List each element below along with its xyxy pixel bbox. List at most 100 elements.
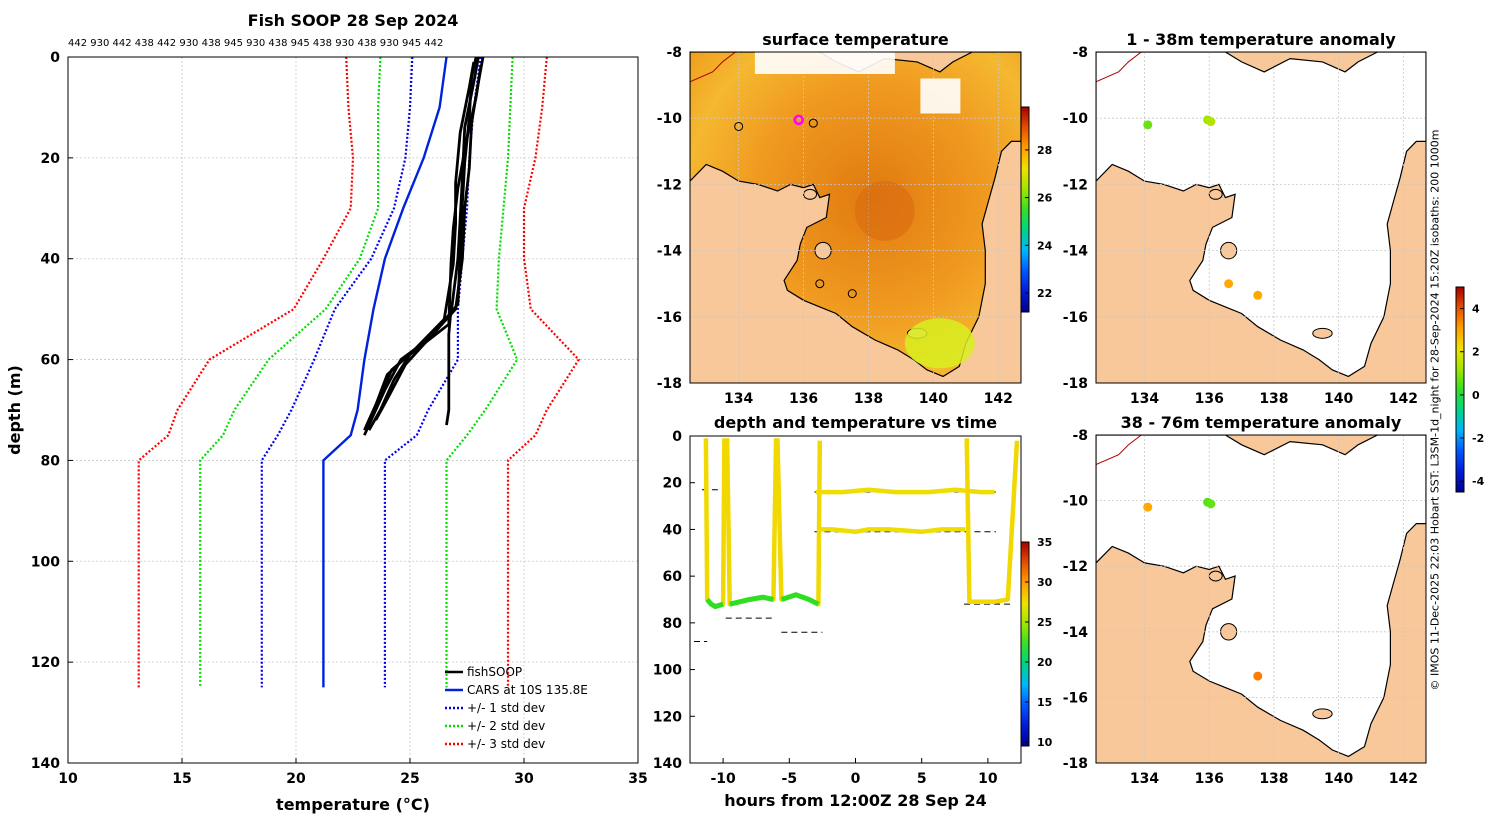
- y-tick-label: -8: [666, 45, 682, 61]
- footer-credit: © IMOS 11-Dec-2025 22:03 Hobart SST: L3S…: [1428, 129, 1442, 691]
- map-content: [690, 52, 1021, 383]
- cloud-mask: [754, 52, 895, 74]
- plot-frame: [67, 56, 639, 764]
- warm-patch: [904, 318, 975, 369]
- x-tick-label: 30: [514, 771, 534, 787]
- y-tick-label: 20: [41, 151, 61, 167]
- map-content: [1096, 52, 1426, 383]
- x-tick-label: -10: [710, 771, 736, 787]
- y-tick-label: 20: [663, 476, 683, 492]
- cast-track-cool: [780, 592, 820, 607]
- anomaly-point: [1206, 117, 1216, 127]
- legend-entry: +/- 2 std dev: [467, 719, 545, 733]
- x-tick-label: 20: [286, 771, 306, 787]
- sst-map: 134 136 138 140 142 -8 -10 -12 -14 -16 -18 surface …: [657, 30, 1022, 407]
- std_dev_1-upper-line: [383, 56, 482, 688]
- colorbar-tick-label: 24: [1037, 239, 1053, 252]
- isobath-line: [690, 52, 736, 83]
- colorbar-bar: [1020, 106, 1030, 313]
- x-tick-label: 142: [1389, 391, 1418, 407]
- legend-entry: CARS at 10S 135.8E: [467, 683, 588, 697]
- colorbar-tick-label: 2: [1472, 346, 1480, 359]
- x-tick-label: 0: [851, 771, 861, 787]
- colorbar-tick-label: 35: [1037, 536, 1052, 549]
- x-tick-label: 10: [978, 771, 998, 787]
- y-tick-label: 40: [663, 522, 683, 538]
- cast-marker: [847, 289, 857, 299]
- y-tick-label: 100: [653, 663, 682, 679]
- y-tick-label: 100: [31, 554, 60, 570]
- colorbar-bar: [1020, 541, 1030, 747]
- colorbar-tick-label: 25: [1037, 616, 1052, 629]
- fishsoop-cast-line: [363, 61, 476, 431]
- x-tick-label: 134: [1130, 771, 1159, 787]
- cast-marker: [815, 279, 825, 289]
- map-content: [1096, 435, 1426, 763]
- cast-marker: [734, 121, 744, 131]
- colorbar-bar: [1455, 286, 1465, 493]
- cast-track: [819, 527, 966, 535]
- fishsoop-cast-line: [445, 308, 453, 426]
- y-tick-label: 60: [663, 569, 683, 585]
- y-axis-label: depth (m): [5, 365, 24, 455]
- colorbar-tick-label: 26: [1037, 192, 1053, 205]
- y-tick-label: -18: [1063, 376, 1088, 392]
- chart-title: 1 - 38m temperature anomaly: [1126, 30, 1396, 49]
- legend-entry: +/- 1 std dev: [467, 701, 545, 715]
- x-tick-label: 134: [724, 391, 753, 407]
- x-axis-label: hours from 12:00Z 28 Sep 24: [724, 791, 986, 810]
- island: [1208, 188, 1223, 200]
- cloud-mask: [920, 78, 961, 114]
- anomaly-colorbar: -4 -2 0 2 4: [1455, 286, 1485, 493]
- anomaly-point: [1253, 671, 1263, 681]
- legend-entry: fishSOOP: [467, 665, 522, 679]
- cars-mean-line: [322, 56, 448, 688]
- map-frame: [1095, 434, 1427, 764]
- x-tick-label: 15: [172, 771, 191, 787]
- colorbar-tick-label: 30: [1037, 576, 1053, 589]
- chart-title: 38 - 76m temperature anomaly: [1121, 413, 1402, 432]
- colorbar-tick-label: 22: [1037, 287, 1052, 300]
- anomaly-point: [1143, 502, 1153, 512]
- x-tick-label: 140: [1324, 771, 1353, 787]
- y-tick-label: -14: [1063, 625, 1089, 641]
- y-tick-label: -18: [1063, 756, 1088, 772]
- sea-region: [1096, 435, 1426, 758]
- std_dev_2-lower-line: [199, 56, 382, 688]
- y-tick-label: -12: [1063, 559, 1088, 575]
- y-tick-label: -12: [657, 177, 682, 193]
- island: [803, 188, 818, 200]
- std_dev_3-lower-line: [137, 56, 355, 688]
- cast-track-cool: [729, 594, 774, 607]
- x-tick-label: 136: [1195, 771, 1224, 787]
- island: [1312, 327, 1333, 339]
- y-tick-label: 0: [672, 429, 682, 445]
- x-tick-label: 25: [400, 771, 419, 787]
- chart-title: surface temperature: [762, 30, 949, 49]
- sea-region: [1096, 52, 1426, 378]
- colorbar-tick-label: 15: [1037, 696, 1052, 709]
- colorbar-tick-label: 28: [1037, 144, 1052, 157]
- anomaly-map-shallow: 134 136 138 140 142 -8 -10 -12 -14 -16 -18 1 - 38m …: [1063, 30, 1427, 407]
- y-tick-label: -14: [1063, 244, 1089, 260]
- x-tick-label: 136: [789, 391, 818, 407]
- y-tick-label: 80: [663, 616, 683, 632]
- y-tick-label: 140: [653, 756, 682, 772]
- std_dev_2-upper-line: [445, 56, 519, 688]
- y-tick-label: -12: [1063, 177, 1088, 193]
- plot-area: [68, 57, 638, 763]
- y-tick-label: -16: [657, 310, 682, 326]
- anomaly-map-deep: 134 136 138 140 142 -8 -10 -12 -14 -16 -18 38 - 76m…: [1063, 413, 1427, 787]
- top-cast-labels: 442 930 442 438 442 930 438 945 930 438 …: [68, 38, 443, 49]
- chart-title: depth and temperature vs time: [714, 413, 997, 432]
- x-tick-label: 142: [1389, 771, 1418, 787]
- y-tick-label: -14: [657, 244, 683, 260]
- x-tick-label: 142: [984, 391, 1013, 407]
- colorbar-tick-label: -2: [1472, 432, 1484, 445]
- anomaly-point: [1206, 499, 1216, 509]
- isobath-line: [1096, 52, 1142, 83]
- x-tick-label: 138: [854, 391, 883, 407]
- y-tick-label: 40: [41, 252, 61, 268]
